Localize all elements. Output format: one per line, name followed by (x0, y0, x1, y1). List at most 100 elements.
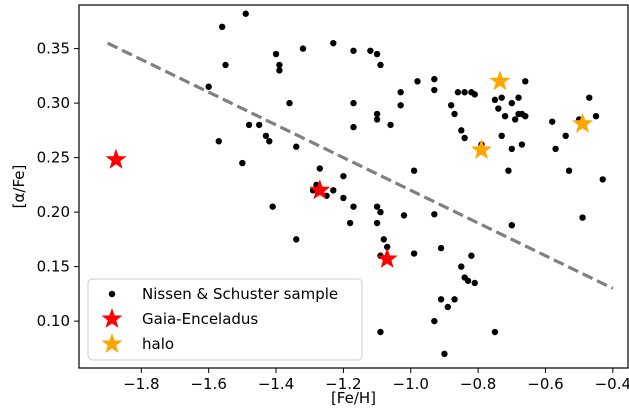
data-point (451, 110, 458, 118)
data-point (579, 214, 586, 221)
data-point (400, 212, 408, 219)
x-tick-label: −1.4 (258, 375, 294, 393)
data-point-star (309, 179, 331, 200)
x-tick-label: −0.6 (527, 375, 563, 393)
data-point (377, 208, 384, 216)
legend-item-0: Nissen & Schuster sample (108, 285, 338, 303)
data-point (414, 78, 421, 85)
legend: Nissen & Schuster sample Gaia-Enceladus ha… (87, 278, 363, 361)
data-point (350, 123, 357, 131)
data-point (350, 99, 357, 107)
data-point (377, 61, 384, 69)
x-tick-label: −0.4 (595, 375, 629, 393)
y-tick-label: 0.25 (37, 149, 70, 167)
data-point (437, 296, 445, 303)
x-tick-label: −1.6 (190, 375, 226, 393)
data-point (461, 89, 468, 96)
data-point (346, 219, 354, 227)
data-point (491, 328, 499, 336)
data-point (373, 116, 381, 123)
data-point (508, 221, 516, 229)
data-point (441, 350, 448, 358)
data-point (431, 317, 438, 325)
data-point (373, 110, 381, 118)
y-tick-label: 0.20 (37, 203, 70, 221)
x-tick-label: −0.8 (460, 375, 496, 393)
y-tick-label: 0.15 (37, 258, 70, 276)
data-point-star (489, 70, 511, 91)
axes: −1.8 −1.6 −1.4 −1.2 −1.0 −0.8 −0.6 −0.4 0.10 0.15… (10, 4, 629, 407)
dividing-line (106, 41, 614, 290)
data-point (458, 127, 465, 134)
data-point (387, 121, 394, 129)
data-point (397, 102, 404, 109)
data-point (592, 112, 600, 120)
data-point (410, 167, 418, 174)
data-point (377, 328, 384, 336)
data-point (451, 296, 458, 303)
data-point (431, 86, 438, 94)
x-axis-label: [Fe/H] (331, 389, 376, 407)
data-point (266, 138, 273, 145)
data-point (471, 91, 478, 98)
data-point (367, 47, 374, 54)
legend-item-1: Gaia-Enceladus (101, 308, 258, 328)
data-point (447, 102, 455, 109)
data-point (397, 89, 404, 96)
data-point (508, 145, 516, 153)
data-point (471, 279, 478, 287)
data-point (495, 105, 502, 112)
data-point (293, 236, 300, 243)
data-point (501, 112, 509, 120)
data-point (272, 50, 280, 58)
data-point (242, 10, 249, 17)
data-point (299, 45, 307, 52)
x-tick-label: −1.0 (393, 375, 429, 393)
legend-label: Nissen & Schuster sample (142, 285, 338, 303)
data-point (515, 94, 522, 101)
data-point (293, 143, 300, 150)
data-point (562, 132, 569, 140)
legend-marker (101, 333, 123, 353)
data-point (218, 23, 226, 31)
data-point (552, 145, 559, 153)
data-point (286, 99, 293, 107)
legend-label: Gaia-Enceladus (142, 310, 258, 328)
data-point (505, 167, 512, 174)
data-point (522, 78, 529, 85)
data-point (330, 187, 337, 194)
x-tick-label: −1.8 (123, 375, 159, 393)
data-point (222, 61, 229, 69)
legend-item-2: halo (101, 333, 174, 353)
data-point-star (376, 247, 398, 268)
data-point (599, 176, 606, 183)
data-point-star (105, 148, 127, 169)
data-point (205, 83, 212, 90)
data-point (444, 303, 452, 311)
data-point (373, 219, 381, 227)
data-point (276, 67, 283, 74)
plot-content (105, 10, 614, 358)
data-point (340, 194, 347, 202)
y-tick-label: 0.30 (37, 94, 70, 112)
data-point (454, 89, 462, 96)
series-0 (205, 10, 606, 358)
data-point (565, 167, 573, 174)
legend-box (87, 278, 363, 361)
data-point (498, 94, 505, 101)
data-point (255, 121, 263, 129)
data-point (330, 39, 337, 47)
plot-frame (78, 4, 629, 369)
data-point (380, 236, 388, 243)
y-axis-label: [α/Fe] (10, 165, 28, 209)
data-point (373, 50, 381, 58)
data-point-star (471, 138, 492, 159)
data-point (262, 132, 270, 140)
data-point (431, 75, 438, 83)
data-point (373, 203, 381, 210)
data-point (340, 172, 347, 180)
y-tick-label: 0.35 (37, 40, 70, 58)
data-point (586, 94, 593, 101)
data-point (511, 116, 519, 123)
data-point (464, 277, 472, 284)
